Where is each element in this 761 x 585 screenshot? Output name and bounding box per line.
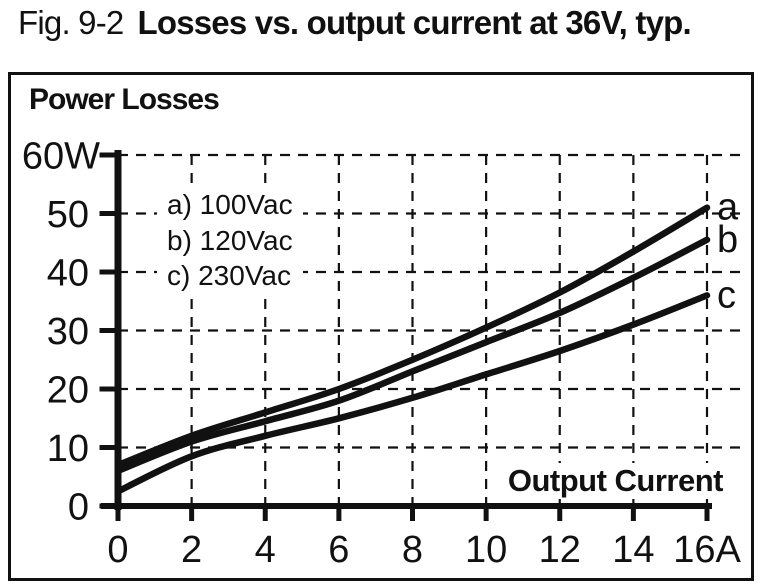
y-tick: [99, 445, 115, 450]
curve-label-a: a: [717, 187, 739, 229]
x-tick: [262, 507, 268, 521]
x-tick-label: 6: [328, 529, 349, 571]
curve-label-b: b: [717, 219, 738, 261]
y-tick: [99, 211, 115, 216]
x-tick-label: 0: [107, 529, 128, 571]
x-tick: [557, 507, 563, 521]
legend-item: a) 100Vac: [167, 189, 293, 220]
chart-panel: Power Losses 0 10 20 30 40 50 60W 0 2 4 6 8 10 12 14 16…: [8, 72, 754, 581]
legend-item: b) 120Vac: [167, 224, 293, 256]
curve-b: [114, 236, 711, 475]
x-tick: [704, 507, 710, 521]
x-tick: [630, 507, 636, 521]
y-tick-label: 40: [47, 253, 89, 295]
y-tick: [99, 152, 115, 158]
curve-label-c: c: [717, 274, 736, 316]
chart-panel-title: Power Losses: [25, 83, 223, 117]
y-tick-label: 0: [68, 487, 89, 529]
y-tick-label: 10: [47, 428, 89, 470]
plot-svg: 0 10 20 30 40 50 60W 0 2 4 6 8 10 12 14 16A abc: [22, 136, 748, 571]
x-tick: [189, 507, 195, 521]
legend: a) 100Vac b) 120Vac c) 230Vac: [157, 187, 303, 294]
x-axis-line: [101, 503, 712, 509]
figure-title: Losses vs. output current at 36V, typ.: [137, 4, 691, 41]
x-tick: [336, 507, 342, 521]
x-tick-label: 12: [539, 529, 581, 571]
x-tick-label: 16A: [673, 529, 741, 571]
x-tick: [115, 507, 121, 521]
x-tick-label: 2: [181, 529, 202, 571]
curve-c: [114, 292, 711, 495]
x-tick: [410, 507, 415, 521]
y-tick: [99, 503, 115, 509]
y-tick: [99, 269, 115, 275]
legend-item: c) 230Vac: [167, 260, 291, 291]
x-tick-label: 14: [612, 529, 654, 571]
y-tick-label: 60W: [22, 136, 100, 178]
x-tick: [483, 507, 489, 521]
y-tick-label: 30: [47, 311, 89, 353]
figure-number: Fig. 9-2: [18, 4, 124, 41]
x-tick-label: 10: [465, 529, 507, 571]
x-tick-label: 4: [255, 529, 276, 571]
y-tick-label: 50: [47, 194, 89, 236]
x-tick-label: 8: [402, 529, 423, 571]
figure-caption: Fig. 9-2 Losses vs. output current at 36V…: [18, 4, 692, 42]
y-tick: [99, 328, 115, 333]
x-axis-label: Output Current: [499, 463, 731, 499]
y-axis-line: [114, 150, 122, 510]
y-tick: [99, 386, 115, 392]
y-tick-label: 20: [47, 370, 89, 412]
curve-a: [114, 204, 711, 469]
